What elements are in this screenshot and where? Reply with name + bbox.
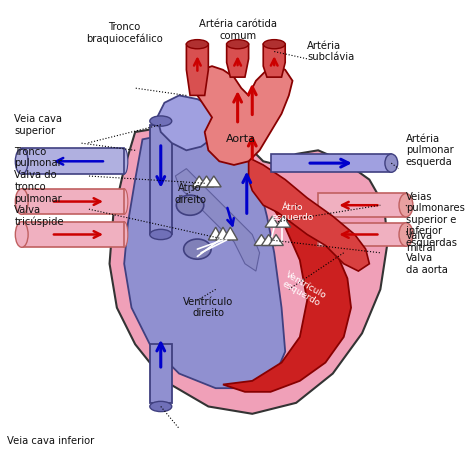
Ellipse shape [15, 148, 28, 174]
Text: Aorta: Aorta [226, 134, 256, 145]
Ellipse shape [15, 189, 28, 214]
Text: Valva
tricúspide: Valva tricúspide [14, 205, 64, 228]
Polygon shape [186, 44, 209, 95]
Ellipse shape [385, 154, 398, 172]
Polygon shape [276, 216, 291, 227]
Ellipse shape [150, 116, 172, 126]
Text: Átrio
esquerdo: Átrio esquerdo [272, 203, 314, 222]
Text: Artéria
subclávia: Artéria subclávia [307, 41, 355, 62]
Polygon shape [223, 161, 351, 392]
Ellipse shape [15, 222, 28, 247]
Ellipse shape [263, 40, 285, 49]
Ellipse shape [120, 189, 128, 214]
Text: Átrio
direito: Átrio direito [174, 183, 206, 205]
Polygon shape [262, 235, 276, 246]
Text: Artéria
pulmonar
esquerda: Artéria pulmonar esquerda [406, 134, 454, 167]
Text: Ventrículo
esquerdo: Ventrículo esquerdo [279, 270, 328, 309]
Polygon shape [271, 154, 392, 172]
Polygon shape [254, 235, 269, 246]
Polygon shape [318, 193, 406, 217]
Ellipse shape [227, 40, 248, 49]
Polygon shape [22, 148, 124, 174]
Polygon shape [194, 66, 292, 165]
Polygon shape [248, 158, 369, 271]
Text: Tronco
pulmonar: Tronco pulmonar [14, 147, 62, 168]
Text: Ventrículo
direito: Ventrículo direito [183, 297, 234, 319]
Ellipse shape [183, 239, 211, 259]
Ellipse shape [120, 148, 128, 174]
Polygon shape [269, 235, 283, 246]
Polygon shape [150, 125, 172, 235]
Polygon shape [209, 227, 223, 240]
Text: Veia cava inferior: Veia cava inferior [8, 436, 95, 446]
Polygon shape [199, 176, 214, 187]
Ellipse shape [176, 195, 204, 215]
Polygon shape [109, 128, 388, 414]
Text: Artéria carótida
comum: Artéria carótida comum [199, 19, 277, 41]
Polygon shape [175, 169, 260, 271]
Polygon shape [207, 176, 221, 187]
Text: Valva do
tronco
pulmonar: Valva do tronco pulmonar [14, 170, 62, 203]
Ellipse shape [150, 401, 172, 411]
Polygon shape [223, 227, 237, 240]
Text: Veias
pulmonares
superior e
inferior
esquerdas: Veias pulmonares superior e inferior esq… [406, 191, 465, 248]
Text: Veia cava
superior: Veia cava superior [14, 114, 63, 136]
Text: Valva
mitral: Valva mitral [406, 231, 436, 253]
Polygon shape [124, 136, 285, 388]
Polygon shape [227, 44, 248, 77]
Text: Valva
da aorta: Valva da aorta [406, 253, 448, 274]
Text: Tronco
braquiocefálico: Tronco braquiocefálico [86, 22, 163, 44]
Polygon shape [22, 189, 124, 214]
Polygon shape [150, 344, 172, 403]
Ellipse shape [399, 193, 413, 217]
Polygon shape [263, 44, 285, 77]
Polygon shape [192, 176, 207, 187]
Ellipse shape [399, 223, 413, 246]
Polygon shape [318, 223, 406, 246]
Ellipse shape [186, 40, 209, 49]
Ellipse shape [120, 222, 128, 247]
Polygon shape [216, 227, 230, 240]
Polygon shape [22, 222, 124, 247]
Ellipse shape [150, 229, 172, 240]
Polygon shape [157, 95, 219, 150]
Polygon shape [265, 216, 280, 227]
